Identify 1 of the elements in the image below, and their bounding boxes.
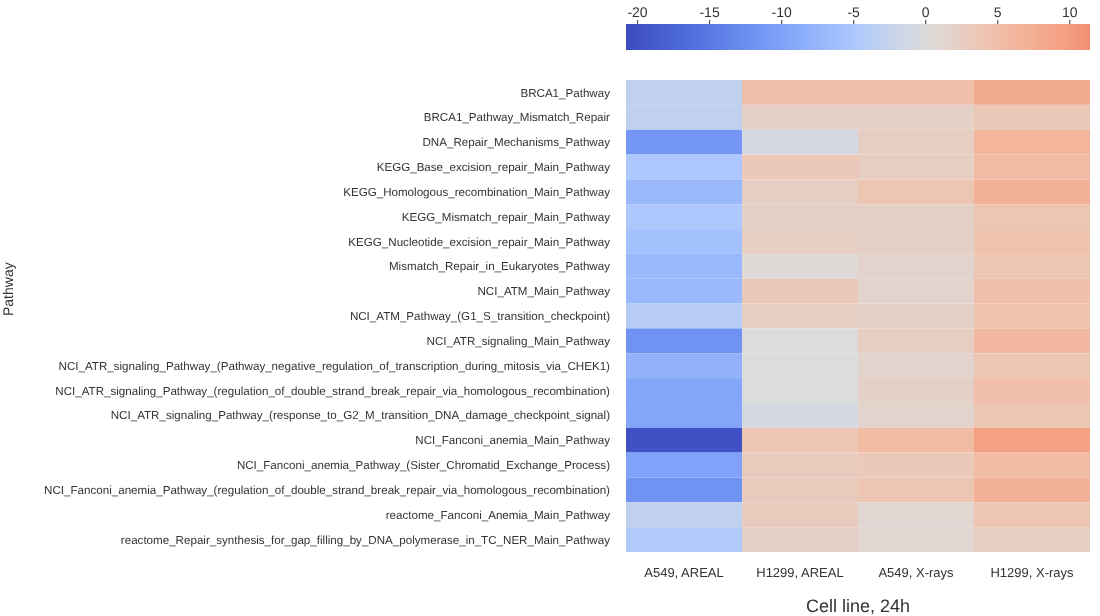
x-axis-title: Cell line, 24h: [805, 596, 911, 616]
